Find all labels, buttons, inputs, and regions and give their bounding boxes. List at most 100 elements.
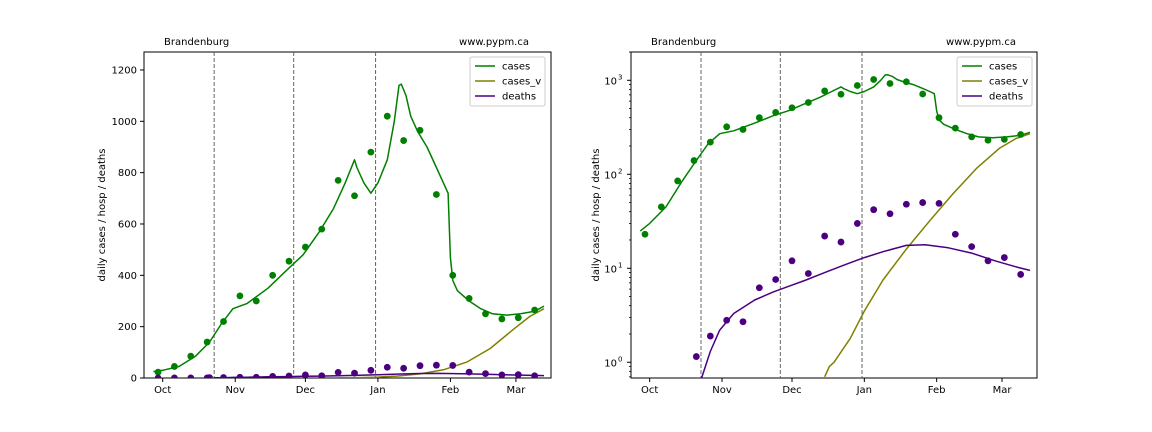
cases-point [285, 257, 293, 265]
x-tick-label: Nov [712, 385, 732, 396]
deaths-point [804, 270, 812, 277]
deaths-point [886, 210, 894, 218]
series-line-deaths [700, 243, 1031, 378]
cases-point [203, 338, 211, 346]
deaths-point [837, 238, 845, 246]
x-tick-label: Oct [641, 385, 658, 396]
deaths-point [206, 374, 213, 378]
cases-point [641, 230, 649, 238]
legend-label-cases: cases [989, 62, 1017, 73]
cases-point [853, 82, 861, 89]
cases-point [367, 148, 375, 156]
cases-point [723, 123, 731, 131]
deaths-point [1000, 254, 1008, 261]
series-line-cases [153, 83, 545, 373]
cases-point [951, 124, 959, 132]
deaths-point [902, 200, 910, 208]
deaths-point [968, 243, 976, 251]
deaths-point [351, 369, 358, 377]
chart-title-left: Brandenburg [164, 37, 229, 48]
cases-point [886, 80, 894, 87]
deaths-point [236, 373, 244, 378]
x-tick-label: Oct [154, 385, 171, 396]
cases-point [334, 176, 342, 184]
y-tick-exponent: 3 [618, 73, 622, 81]
cases-point [755, 114, 763, 122]
deaths-point [416, 362, 424, 370]
cases-point [154, 368, 162, 376]
deaths-point [252, 373, 260, 378]
cases-point [935, 114, 943, 122]
cases-point [1017, 131, 1025, 138]
deaths-point [285, 372, 293, 378]
cases-point [432, 191, 440, 198]
cases-point [400, 137, 408, 144]
cases-point [657, 203, 665, 211]
cases-point [252, 297, 260, 305]
deaths-point [432, 361, 440, 369]
cases-point [821, 87, 829, 95]
series-line-cases-v [824, 132, 1031, 378]
legend-label-cases-v: cases_v [502, 77, 541, 88]
cases-point [690, 157, 698, 164]
cases-point [788, 104, 796, 112]
deaths-point [531, 372, 539, 378]
right-chart: Brandenburg www.pypm.ca daily cases / ho… [591, 37, 1038, 396]
y-tick-label: 10 [604, 264, 617, 275]
legend-label-cases: cases [502, 62, 530, 73]
deaths-point [220, 374, 227, 378]
y-tick-label: 600 [118, 219, 137, 230]
cases-point [318, 225, 326, 233]
y-tick-label: 1200 [112, 65, 137, 76]
cases-point [465, 295, 473, 302]
chart-title-right: www.pypm.ca [459, 37, 529, 48]
cases-point [739, 126, 747, 133]
cases-point [837, 90, 845, 98]
deaths-point [154, 374, 162, 378]
x-tick-label: Nov [225, 385, 245, 396]
x-tick-label: Mar [993, 385, 1013, 396]
cases-point [269, 271, 277, 279]
cases-point [772, 109, 780, 116]
deaths-point [465, 368, 473, 376]
deaths-point [269, 373, 277, 378]
deaths-point [514, 371, 522, 378]
cases-point [301, 243, 309, 251]
plot-area [639, 52, 1031, 378]
cases-point [416, 126, 424, 134]
chart-title-right: www.pypm.ca [946, 37, 1016, 48]
cases-point [674, 177, 682, 185]
cases-point [531, 306, 539, 314]
deaths-point [870, 206, 878, 214]
y-tick-exponent: 2 [618, 167, 622, 175]
cases-point [482, 310, 489, 318]
legend-box [956, 56, 1033, 107]
deaths-point [383, 363, 391, 371]
y-tick-exponent: 1 [618, 261, 622, 269]
y-tick-label: 0 [131, 374, 137, 385]
deaths-point [449, 362, 457, 369]
y-tick-label: 800 [118, 168, 137, 179]
x-tick-label: Feb [928, 385, 946, 396]
x-tick-label: Dec [782, 385, 801, 396]
deaths-point [919, 199, 927, 206]
legend-label-cases-v: cases_v [989, 77, 1028, 88]
cases-point [187, 352, 195, 360]
y-axis-label: daily cases / hosp / deaths [97, 149, 108, 282]
deaths-point [692, 353, 700, 360]
plot-area [153, 52, 545, 378]
left-chart: Brandenburg www.pypm.ca daily cases / ho… [97, 37, 552, 396]
legend-box [469, 56, 546, 107]
cases-point [498, 315, 506, 323]
cases-point [220, 318, 227, 325]
y-tick-label: 10 [604, 170, 617, 181]
x-tick-label: Jan [369, 385, 385, 396]
cases-point [351, 192, 358, 200]
y-tick-label: 10 [604, 358, 617, 369]
deaths-point [772, 276, 780, 283]
deaths-point [334, 368, 342, 376]
deaths-point [723, 316, 731, 324]
cases-point [449, 271, 457, 279]
deaths-point [1017, 271, 1025, 278]
